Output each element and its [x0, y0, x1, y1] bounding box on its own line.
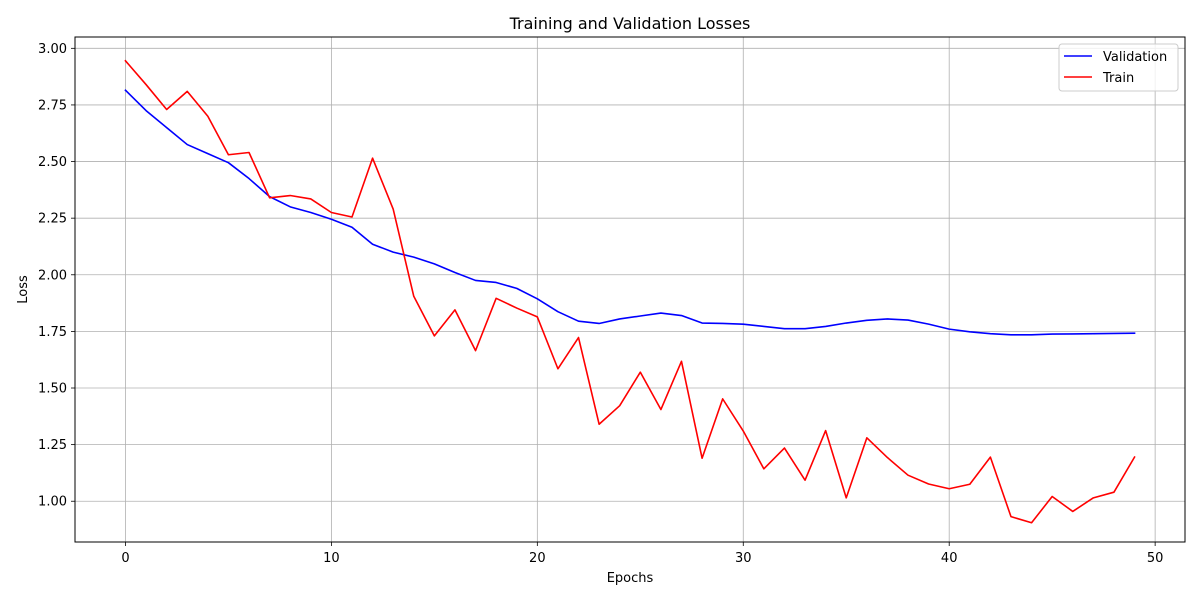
x-tick-label: 20	[529, 551, 546, 566]
y-tick-label: 2.00	[38, 268, 67, 283]
legend: Validation Train	[1058, 43, 1179, 92]
y-tick-label: 1.50	[38, 382, 67, 397]
y-axis-ticks: 1.00 1.25 1.50 1.75 2.00 2.25 2.50 2.75 3.00	[38, 42, 75, 510]
x-tick-label: 30	[735, 551, 752, 566]
series-layer	[124, 59, 1136, 524]
x-tick-label: 50	[1147, 551, 1164, 566]
x-axis-label: Epochs	[607, 571, 654, 586]
chart-title: Training and Validation Losses	[509, 14, 751, 33]
x-tick-label: 40	[941, 551, 958, 566]
legend-label-validation: Validation	[1103, 50, 1167, 65]
plot-frame	[74, 36, 1186, 543]
grid-lines	[75, 37, 1185, 542]
legend-label-train: Train	[1102, 71, 1134, 86]
y-axis-label: Loss	[16, 275, 31, 304]
y-tick-label: 3.00	[38, 42, 67, 57]
x-axis-ticks: 0 10 20 30 40 50	[121, 542, 1163, 566]
y-tick-label: 1.75	[38, 325, 67, 340]
y-tick-label: 1.25	[38, 438, 67, 453]
y-tick-label: 2.75	[38, 98, 67, 113]
series-line-validation	[124, 89, 1136, 336]
x-tick-label: 10	[323, 551, 340, 566]
y-tick-label: 2.50	[38, 155, 67, 170]
x-tick-label: 0	[121, 551, 129, 566]
series-line-train	[124, 59, 1136, 524]
y-tick-label: 1.00	[38, 495, 67, 510]
y-tick-label: 2.25	[38, 212, 67, 227]
